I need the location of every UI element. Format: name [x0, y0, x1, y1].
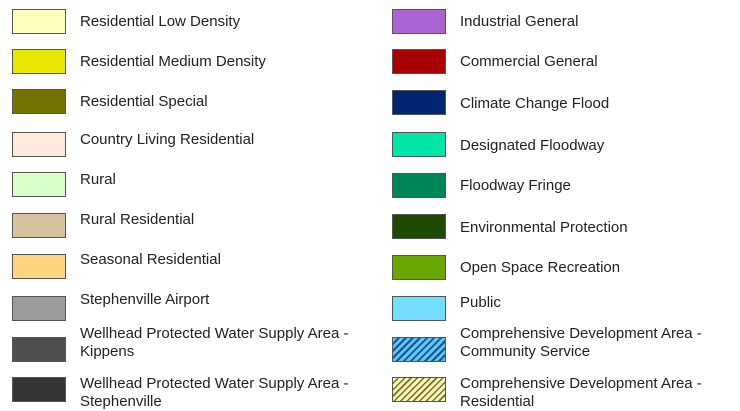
legend-label: Residential Special [80, 93, 208, 110]
legend-swatch [12, 337, 66, 362]
legend-label: Rural [80, 171, 116, 188]
legend-label: Public [460, 294, 501, 311]
legend-label: Residential Low Density [80, 13, 241, 30]
legend-swatch [392, 9, 446, 34]
legend-swatch [12, 132, 66, 157]
legend-swatch [392, 255, 446, 280]
legend-label: Rural Residential [80, 211, 195, 228]
legend-label: Comprehensive Development Area - Communi… [460, 325, 702, 360]
legend-swatch [392, 132, 446, 157]
legend-swatch [392, 49, 446, 74]
legend-swatch [392, 296, 446, 321]
legend-label: Designated Floodway [460, 137, 605, 154]
legend-label: Wellhead Protected Water Supply Area - S… [80, 375, 349, 410]
legend-label: Commercial General [460, 53, 598, 70]
legend-label: Residential Medium Density [80, 53, 266, 70]
legend-label: Wellhead Protected Water Supply Area - K… [80, 325, 349, 360]
legend-swatch [12, 296, 66, 321]
legend-swatch [12, 172, 66, 197]
legend-label: Open Space Recreation [460, 259, 621, 276]
legend-label: Comprehensive Development Area - Residen… [460, 375, 702, 410]
legend-swatch [12, 9, 66, 34]
legend-swatch [12, 213, 66, 238]
legend-label: Environmental Protection [460, 219, 628, 236]
legend-swatch-hatched [392, 377, 446, 402]
legend-label: Climate Change Flood [460, 95, 610, 112]
legend-swatch [392, 173, 446, 198]
legend-swatch-hatched [392, 337, 446, 362]
legend-label: Stephenville Airport [80, 291, 210, 308]
legend-swatch [392, 90, 446, 115]
legend-label: Country Living Residential [80, 131, 255, 148]
legend-label: Floodway Fringe [460, 177, 571, 194]
legend-swatch [12, 254, 66, 279]
legend-swatch [12, 49, 66, 74]
legend-swatch [12, 377, 66, 402]
legend-label: Industrial General [460, 13, 579, 30]
legend-label: Seasonal Residential [80, 251, 221, 268]
legend-swatch [392, 214, 446, 239]
legend-swatch [12, 89, 66, 114]
